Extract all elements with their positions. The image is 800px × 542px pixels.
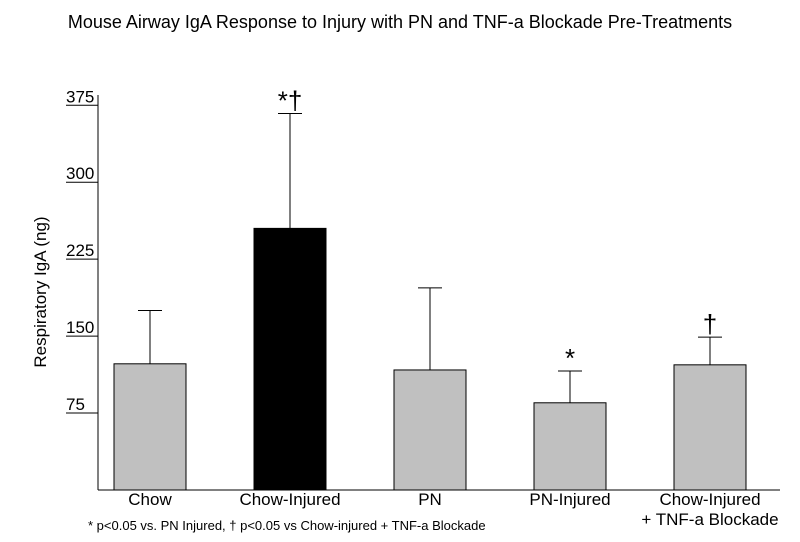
y-tick-label: 375 [66, 87, 94, 106]
y-tick-label: 75 [66, 395, 85, 414]
y-tick-label: 300 [66, 164, 94, 183]
y-tick-label: 150 [66, 318, 94, 337]
x-tick-label: Chow-Injured + TNF-a Blockade [641, 490, 779, 529]
bar [533, 402, 607, 491]
x-tick-label: Chow-Injured [239, 490, 341, 509]
x-tick-label: Chow [128, 490, 172, 509]
x-tick-label: PN [418, 490, 442, 509]
x-tick-label: PN-Injured [529, 490, 611, 509]
significance-mark: * [565, 343, 575, 373]
footnote: * p<0.05 vs. PN Injured, † p<0.05 vs Cho… [88, 518, 486, 533]
significance-mark: *† [278, 85, 303, 115]
significance-mark: † [703, 309, 717, 339]
bar [393, 369, 467, 491]
y-axis-label: Respiratory IgA (ng) [31, 216, 50, 367]
bar [113, 363, 187, 491]
y-tick-label: 225 [66, 241, 94, 260]
bar [673, 364, 747, 491]
chart-title: Mouse Airway IgA Response to Injury with… [68, 12, 732, 32]
bar [253, 227, 327, 491]
